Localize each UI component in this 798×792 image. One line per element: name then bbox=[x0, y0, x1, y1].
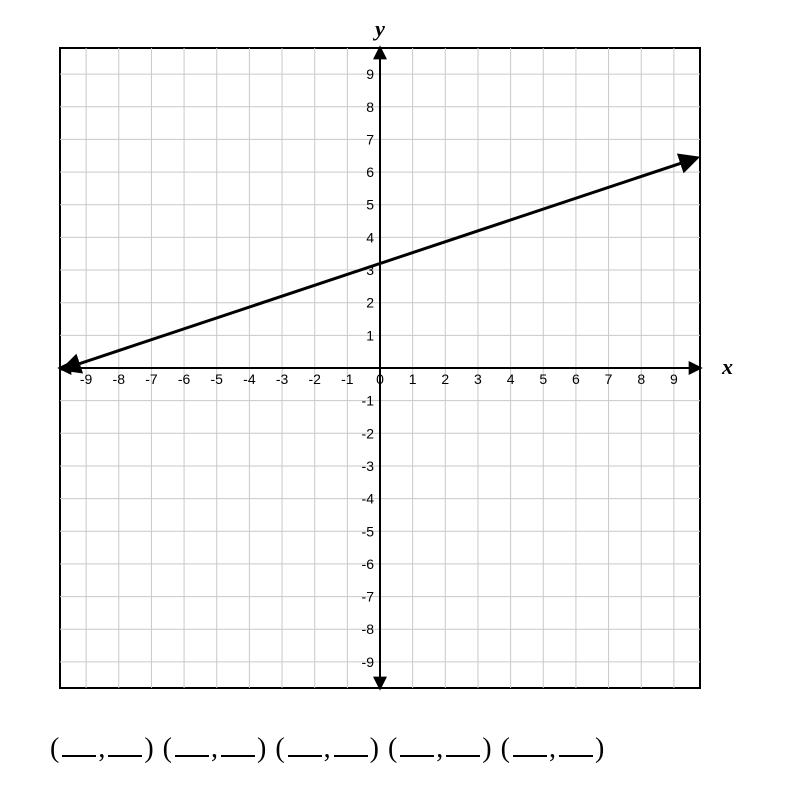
svg-text:-4: -4 bbox=[243, 371, 256, 387]
svg-text:2: 2 bbox=[366, 295, 374, 311]
svg-text:-7: -7 bbox=[145, 371, 158, 387]
paren-open: ( bbox=[50, 733, 60, 764]
svg-text:2: 2 bbox=[441, 371, 449, 387]
svg-text:0: 0 bbox=[376, 371, 384, 387]
x-value-blank[interactable] bbox=[513, 730, 547, 757]
svg-text:-3: -3 bbox=[276, 371, 289, 387]
svg-text:-6: -6 bbox=[178, 371, 191, 387]
svg-text:6: 6 bbox=[366, 164, 374, 180]
paren-close: ) bbox=[370, 733, 380, 764]
svg-text:x: x bbox=[721, 354, 733, 379]
svg-text:1: 1 bbox=[366, 327, 374, 343]
svg-text:y: y bbox=[372, 16, 385, 41]
y-value-blank[interactable] bbox=[108, 730, 142, 757]
x-value-blank[interactable] bbox=[62, 730, 96, 757]
x-value-blank[interactable] bbox=[288, 730, 322, 757]
page-root: -9-8-7-6-5-4-3-2-10123456789-9-8-7-6-5-4… bbox=[0, 0, 798, 792]
svg-text:-1: -1 bbox=[362, 393, 375, 409]
answer-blank-pair[interactable]: (,) bbox=[501, 730, 606, 765]
svg-text:-7: -7 bbox=[362, 589, 375, 605]
svg-text:7: 7 bbox=[605, 371, 613, 387]
svg-text:4: 4 bbox=[507, 371, 515, 387]
y-value-blank[interactable] bbox=[334, 730, 368, 757]
svg-text:-8: -8 bbox=[362, 621, 375, 637]
paren-close: ) bbox=[595, 733, 605, 764]
svg-text:-2: -2 bbox=[362, 425, 375, 441]
answer-blank-pair[interactable]: (,) bbox=[275, 730, 380, 765]
paren-close: ) bbox=[257, 733, 267, 764]
svg-text:-6: -6 bbox=[362, 556, 375, 572]
svg-text:-8: -8 bbox=[113, 371, 126, 387]
comma-separator: , bbox=[98, 733, 106, 764]
answer-blanks-row: (,)(,)(,)(,)(,) bbox=[50, 730, 750, 765]
comma-separator: , bbox=[211, 733, 219, 764]
svg-text:1: 1 bbox=[409, 371, 417, 387]
svg-text:-9: -9 bbox=[362, 654, 375, 670]
svg-text:-9: -9 bbox=[80, 371, 93, 387]
svg-text:3: 3 bbox=[366, 262, 374, 278]
y-value-blank[interactable] bbox=[221, 730, 255, 757]
comma-separator: , bbox=[324, 733, 332, 764]
paren-open: ( bbox=[163, 733, 173, 764]
svg-text:-5: -5 bbox=[211, 371, 224, 387]
paren-close: ) bbox=[482, 733, 492, 764]
svg-text:-2: -2 bbox=[308, 371, 321, 387]
paren-open: ( bbox=[501, 733, 511, 764]
paren-close: ) bbox=[144, 733, 154, 764]
svg-text:-1: -1 bbox=[341, 371, 354, 387]
paren-open: ( bbox=[275, 733, 285, 764]
x-value-blank[interactable] bbox=[175, 730, 209, 757]
svg-text:9: 9 bbox=[366, 66, 374, 82]
svg-text:5: 5 bbox=[366, 197, 374, 213]
comma-separator: , bbox=[436, 733, 444, 764]
svg-text:8: 8 bbox=[366, 99, 374, 115]
coordinate-plane-chart: -9-8-7-6-5-4-3-2-10123456789-9-8-7-6-5-4… bbox=[40, 10, 758, 710]
paren-open: ( bbox=[388, 733, 398, 764]
svg-text:9: 9 bbox=[670, 371, 678, 387]
svg-text:-5: -5 bbox=[362, 523, 375, 539]
x-value-blank[interactable] bbox=[400, 730, 434, 757]
chart-svg: -9-8-7-6-5-4-3-2-10123456789-9-8-7-6-5-4… bbox=[40, 10, 758, 710]
svg-text:-4: -4 bbox=[362, 491, 375, 507]
y-value-blank[interactable] bbox=[446, 730, 480, 757]
answer-blank-pair[interactable]: (,) bbox=[388, 730, 493, 765]
svg-text:6: 6 bbox=[572, 371, 580, 387]
svg-text:3: 3 bbox=[474, 371, 482, 387]
y-value-blank[interactable] bbox=[559, 730, 593, 757]
svg-text:4: 4 bbox=[366, 229, 374, 245]
answer-blank-pair[interactable]: (,) bbox=[50, 730, 155, 765]
svg-text:-3: -3 bbox=[362, 458, 375, 474]
comma-separator: , bbox=[549, 733, 557, 764]
svg-text:7: 7 bbox=[366, 131, 374, 147]
svg-text:8: 8 bbox=[637, 371, 645, 387]
svg-text:5: 5 bbox=[539, 371, 547, 387]
answer-blank-pair[interactable]: (,) bbox=[163, 730, 268, 765]
